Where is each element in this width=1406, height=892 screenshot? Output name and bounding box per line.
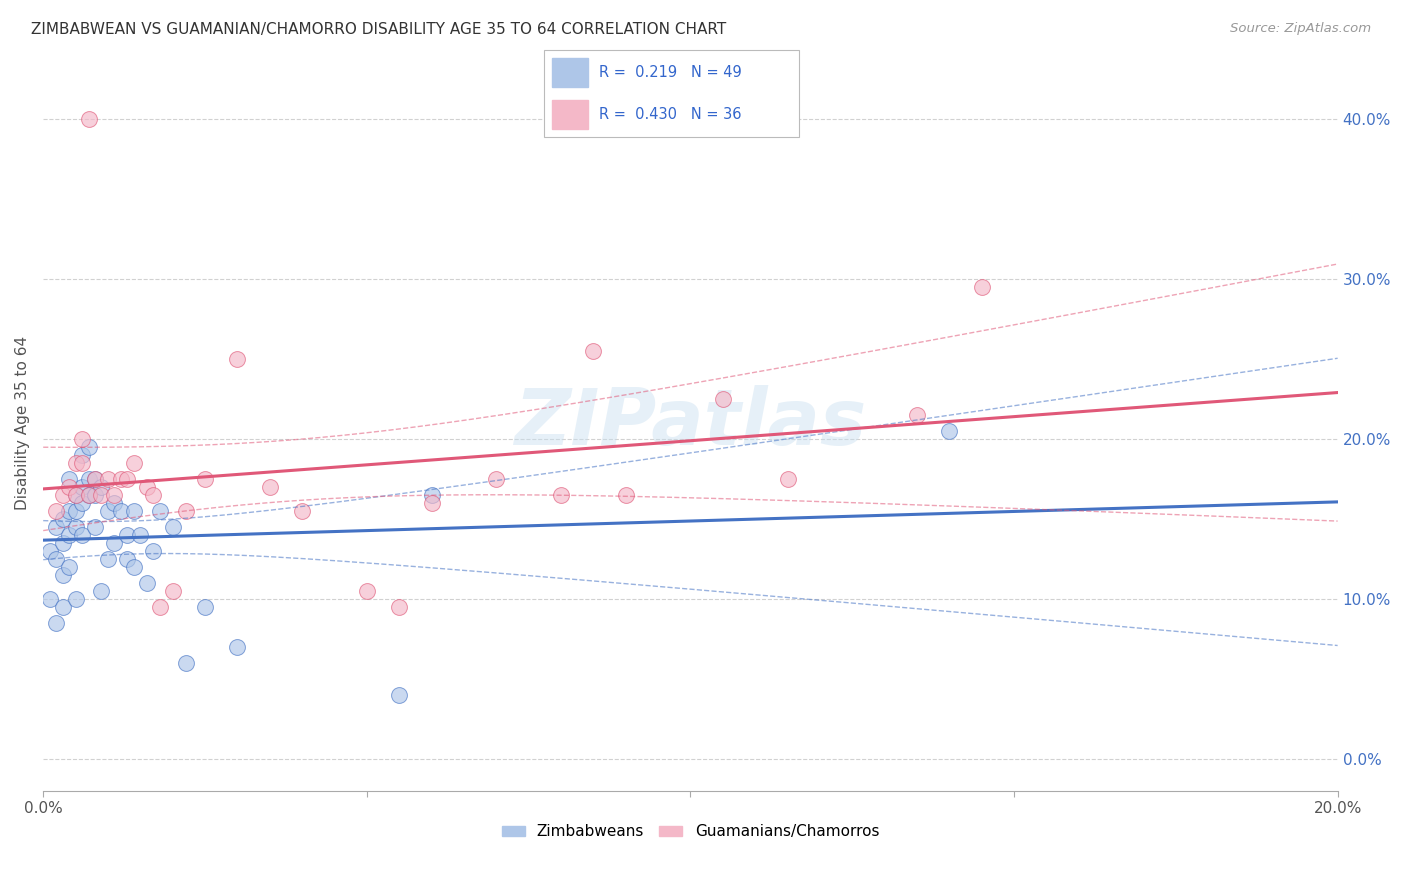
Point	[45, 615, 67, 630]
Point	[70, 456, 93, 470]
Point	[103, 488, 125, 502]
Point	[58, 559, 80, 574]
Point	[194, 472, 217, 486]
Point	[84, 520, 107, 534]
Point	[388, 688, 411, 702]
Bar	[551, 100, 588, 129]
Point	[70, 496, 93, 510]
Point	[194, 599, 217, 614]
Point	[52, 599, 75, 614]
Point	[70, 528, 93, 542]
Point	[84, 472, 107, 486]
Point	[65, 488, 87, 502]
Point	[110, 472, 132, 486]
Point	[65, 456, 87, 470]
Point	[77, 488, 100, 502]
Point	[420, 488, 443, 502]
Point	[149, 599, 172, 614]
Point	[38, 591, 60, 606]
Text: Source: ZipAtlas.com: Source: ZipAtlas.com	[1230, 22, 1371, 36]
Point	[52, 512, 75, 526]
Point	[38, 543, 60, 558]
Point	[77, 440, 100, 454]
Point	[70, 480, 93, 494]
Point	[117, 551, 139, 566]
Point	[52, 567, 75, 582]
Point	[103, 535, 125, 549]
Point	[77, 488, 100, 502]
Point	[97, 472, 120, 486]
Point	[550, 488, 572, 502]
Point	[938, 424, 960, 438]
Point	[45, 504, 67, 518]
Point	[97, 551, 120, 566]
Point	[162, 583, 184, 598]
Point	[149, 504, 172, 518]
Point	[110, 504, 132, 518]
Point	[103, 496, 125, 510]
Point	[420, 496, 443, 510]
Point	[77, 112, 100, 127]
Point	[52, 488, 75, 502]
Point	[45, 520, 67, 534]
Point	[356, 583, 378, 598]
Point	[58, 472, 80, 486]
Point	[291, 504, 314, 518]
Point	[117, 528, 139, 542]
Point	[162, 520, 184, 534]
Point	[117, 472, 139, 486]
Point	[97, 504, 120, 518]
Point	[58, 480, 80, 494]
Point	[122, 559, 145, 574]
Point	[226, 351, 249, 366]
Point	[135, 575, 157, 590]
Point	[776, 472, 799, 486]
Point	[122, 456, 145, 470]
Point	[582, 343, 605, 358]
Point	[614, 488, 637, 502]
Legend: Zimbabweans, Guamanians/Chamorros: Zimbabweans, Guamanians/Chamorros	[495, 818, 886, 846]
Point	[70, 448, 93, 462]
Point	[129, 528, 152, 542]
Point	[58, 528, 80, 542]
Point	[905, 408, 928, 422]
Point	[90, 488, 112, 502]
Point	[52, 535, 75, 549]
Point	[135, 480, 157, 494]
Point	[388, 599, 411, 614]
Point	[226, 640, 249, 654]
Point	[65, 488, 87, 502]
Point	[77, 472, 100, 486]
Point	[711, 392, 734, 406]
Point	[84, 488, 107, 502]
Point	[174, 504, 197, 518]
Text: ZIPatlas: ZIPatlas	[515, 384, 866, 461]
Y-axis label: Disability Age 35 to 64: Disability Age 35 to 64	[15, 335, 30, 510]
Point	[65, 591, 87, 606]
Point	[142, 543, 165, 558]
Point	[65, 520, 87, 534]
Point	[70, 432, 93, 446]
Point	[259, 480, 281, 494]
Point	[970, 280, 993, 294]
Point	[45, 551, 67, 566]
Point	[65, 504, 87, 518]
Point	[142, 488, 165, 502]
Text: R =  0.430   N = 36: R = 0.430 N = 36	[599, 107, 741, 121]
Text: ZIMBABWEAN VS GUAMANIAN/CHAMORRO DISABILITY AGE 35 TO 64 CORRELATION CHART: ZIMBABWEAN VS GUAMANIAN/CHAMORRO DISABIL…	[31, 22, 725, 37]
Point	[485, 472, 508, 486]
Point	[58, 504, 80, 518]
Text: R =  0.219   N = 49: R = 0.219 N = 49	[599, 65, 741, 79]
Point	[174, 656, 197, 670]
FancyBboxPatch shape	[544, 50, 799, 137]
Bar	[551, 58, 588, 87]
Point	[90, 583, 112, 598]
Point	[90, 480, 112, 494]
Point	[84, 472, 107, 486]
Point	[122, 504, 145, 518]
